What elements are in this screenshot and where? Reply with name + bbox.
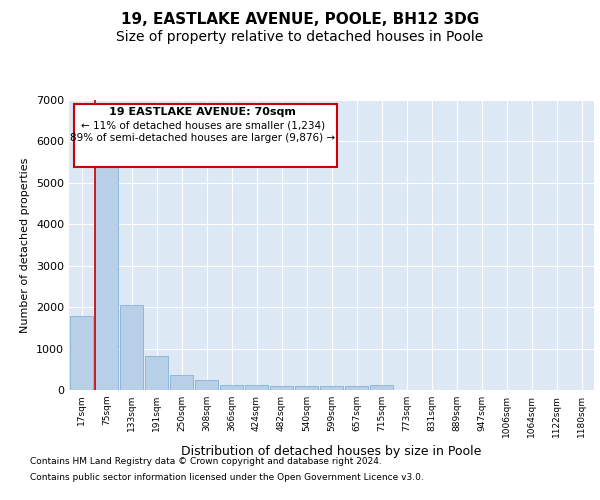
Text: 19 EASTLAKE AVENUE: 70sqm: 19 EASTLAKE AVENUE: 70sqm [109,108,296,118]
Bar [345,386,368,390]
Bar [220,384,243,390]
Text: ← 11% of detached houses are smaller (1,234): ← 11% of detached houses are smaller (1,… [81,120,325,130]
Text: 19, EASTLAKE AVENUE, POOLE, BH12 3DG: 19, EASTLAKE AVENUE, POOLE, BH12 3DG [121,12,479,28]
Bar [170,374,193,390]
Bar [270,386,293,390]
Bar [120,305,143,390]
X-axis label: Distribution of detached houses by size in Poole: Distribution of detached houses by size … [181,446,482,458]
Bar [70,316,93,390]
Text: Size of property relative to detached houses in Poole: Size of property relative to detached ho… [116,30,484,44]
FancyBboxPatch shape [74,104,337,166]
Bar [95,150,118,390]
Text: Contains HM Land Registry data © Crown copyright and database right 2024.: Contains HM Land Registry data © Crown c… [30,458,382,466]
Bar [295,386,318,390]
Text: Contains public sector information licensed under the Open Government Licence v3: Contains public sector information licen… [30,472,424,482]
Bar [370,386,393,390]
Bar [320,386,343,390]
Bar [145,356,168,390]
Text: 89% of semi-detached houses are larger (9,876) →: 89% of semi-detached houses are larger (… [70,134,335,143]
Bar [195,380,218,390]
Y-axis label: Number of detached properties: Number of detached properties [20,158,31,332]
Bar [245,385,268,390]
